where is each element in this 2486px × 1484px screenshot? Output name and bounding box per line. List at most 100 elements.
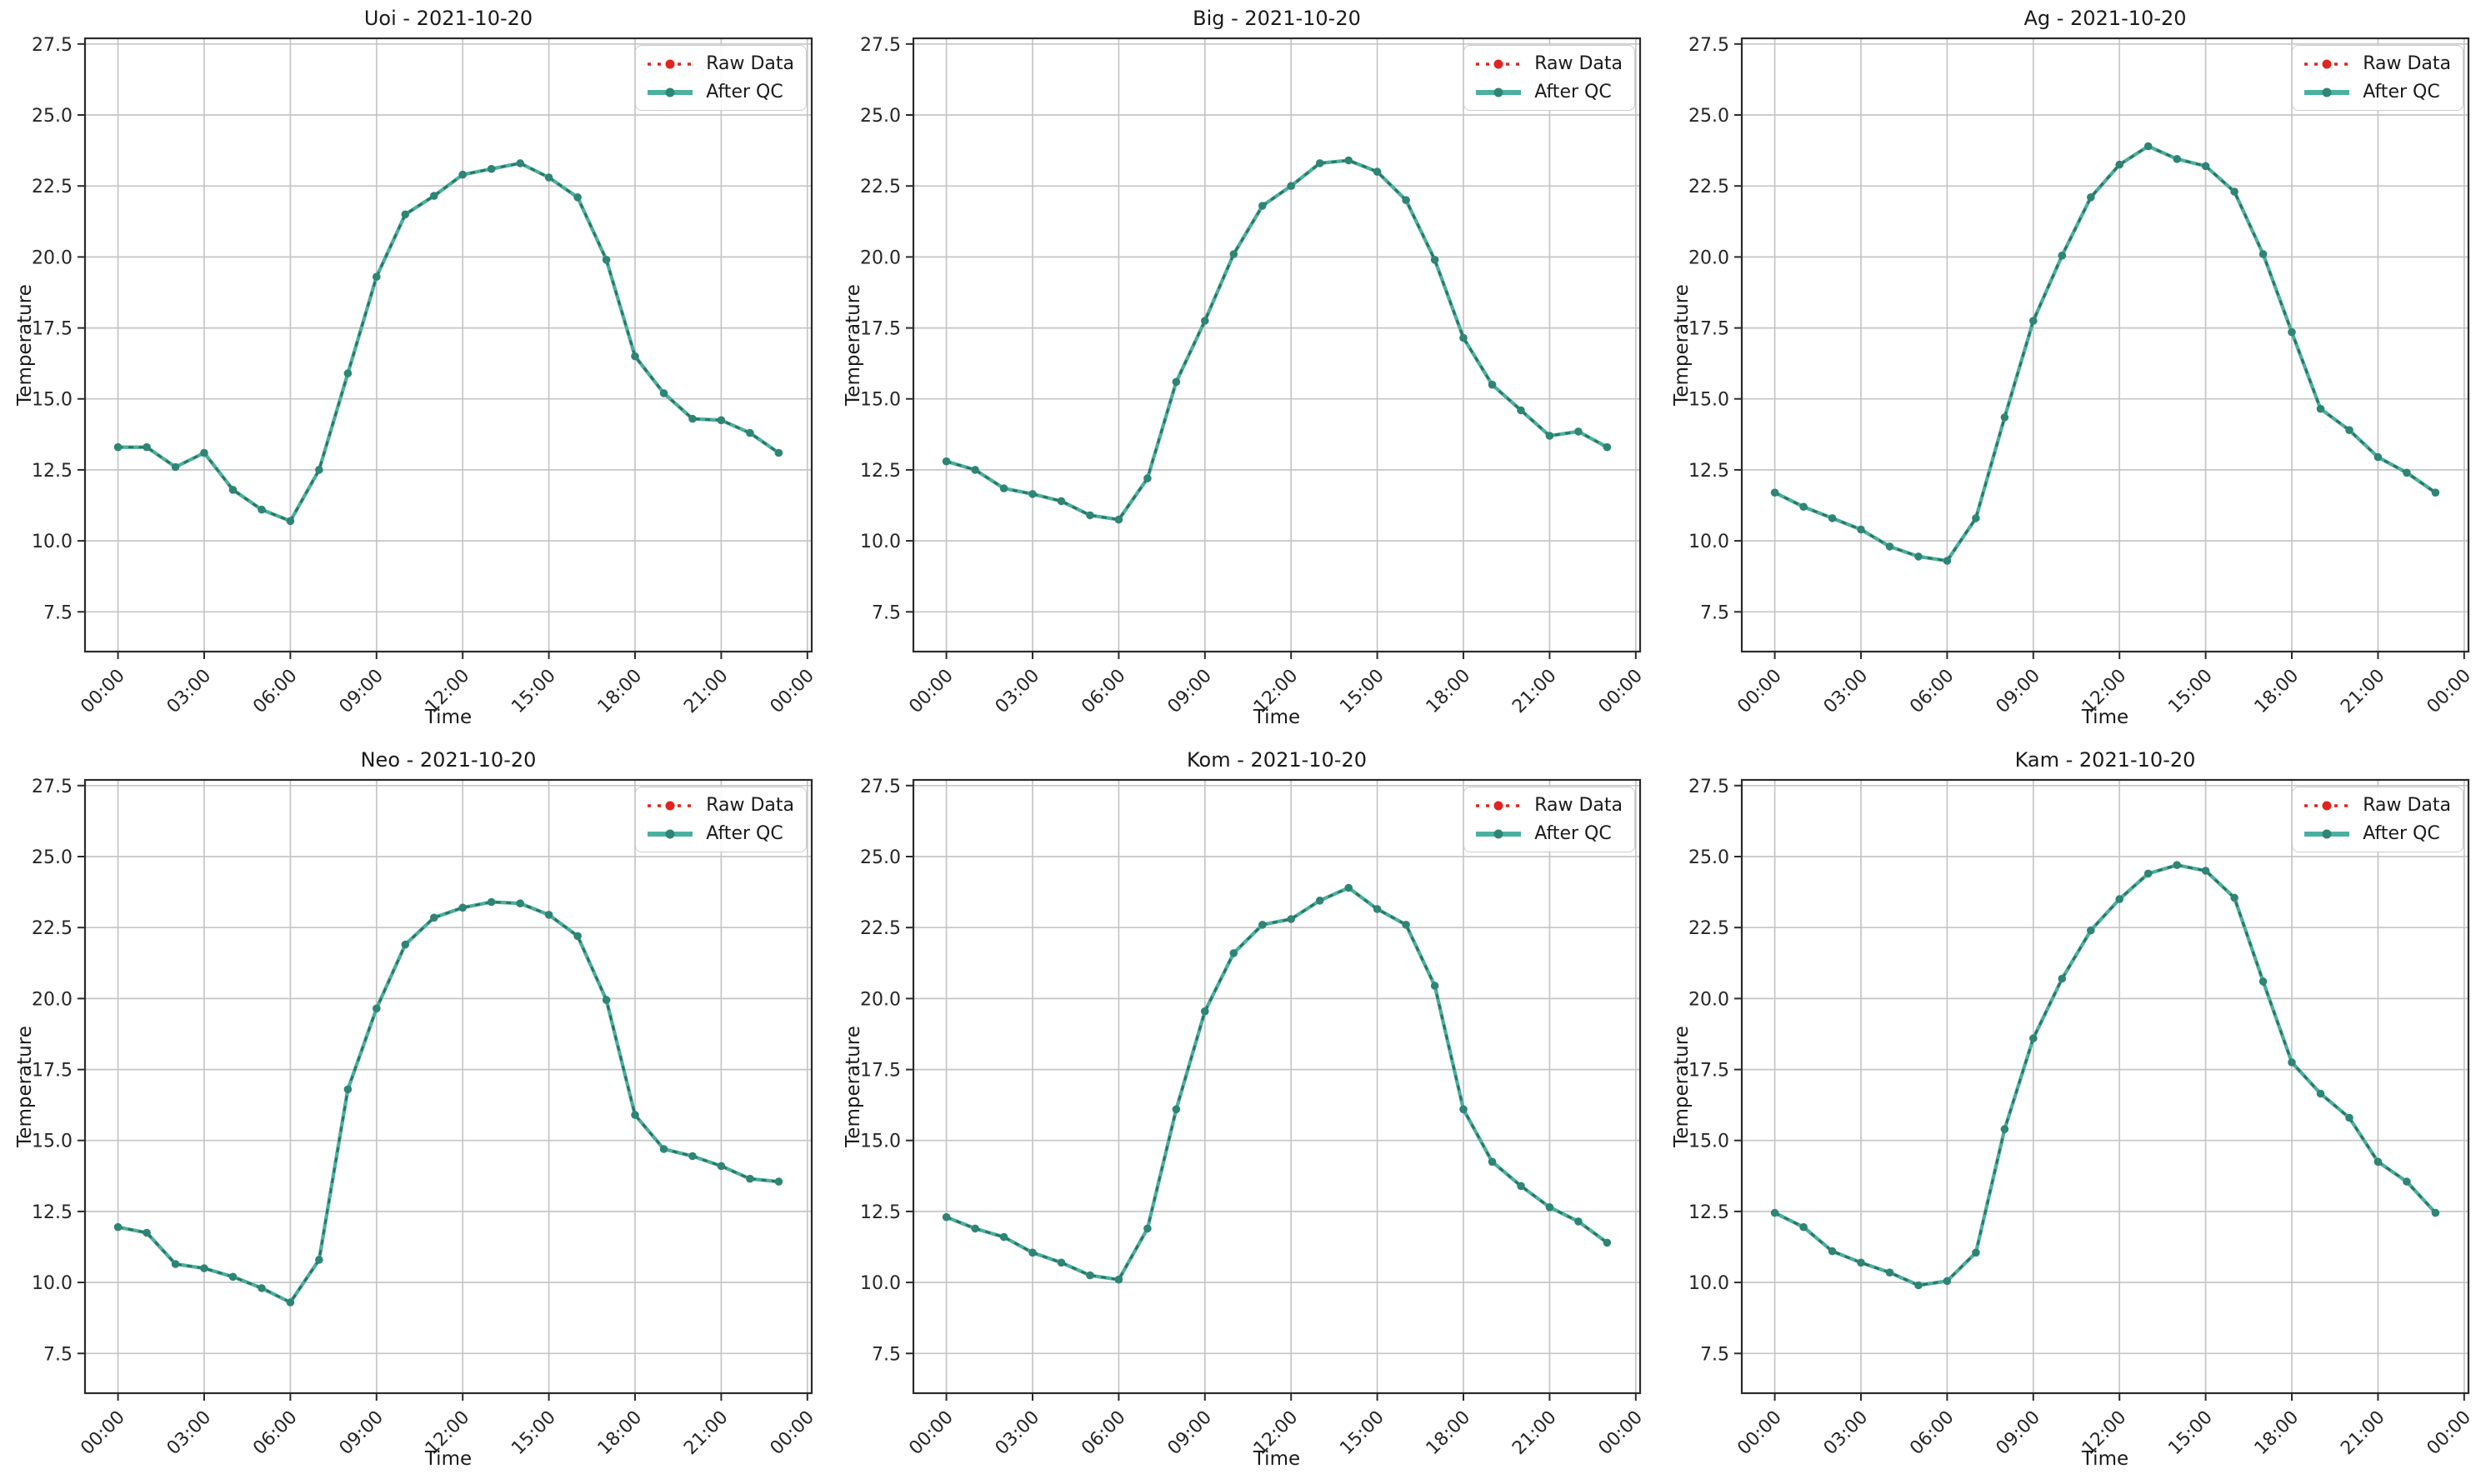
raw-data-swatch-icon bbox=[1474, 799, 1523, 812]
legend-row-raw: Raw Data bbox=[2303, 795, 2451, 816]
after-qc-marker bbox=[458, 903, 467, 912]
after-qc-marker bbox=[1799, 502, 1808, 511]
after-qc-marker bbox=[1258, 921, 1267, 929]
after-qc-marker bbox=[1488, 1157, 1497, 1167]
y-tick-label: 27.5 bbox=[32, 777, 73, 797]
after-qc-marker bbox=[113, 1222, 123, 1232]
after-qc-marker bbox=[1943, 557, 1952, 565]
after-qc-marker bbox=[1770, 1208, 1779, 1217]
after-qc-marker bbox=[942, 457, 951, 466]
y-tick-label: 7.5 bbox=[1700, 602, 1729, 623]
after-qc-marker bbox=[458, 170, 467, 179]
after-qc-marker bbox=[401, 210, 410, 219]
raw-data-line bbox=[946, 886, 1608, 1282]
after-qc-marker bbox=[200, 448, 208, 457]
raw-data-swatch-icon bbox=[646, 57, 694, 71]
y-tick-label: 22.5 bbox=[860, 177, 901, 197]
y-tick-label: 15.0 bbox=[860, 1132, 901, 1152]
y-tick-label: 27.5 bbox=[860, 35, 901, 56]
y-tick-label: 12.5 bbox=[32, 461, 73, 482]
y-tick-label: 25.0 bbox=[1688, 106, 1729, 127]
y-tick-label: 25.0 bbox=[1688, 847, 1729, 868]
after-qc-marker bbox=[258, 505, 266, 514]
y-tick-label: 10.0 bbox=[1688, 532, 1729, 552]
after-qc-marker bbox=[999, 484, 1008, 492]
legend-label-after-qc: After QC bbox=[706, 82, 783, 102]
y-tick-label: 20.0 bbox=[32, 247, 73, 268]
y-tick-label: 7.5 bbox=[872, 602, 901, 623]
y-tick-label: 20.0 bbox=[1688, 247, 1729, 268]
after-qc-marker bbox=[2087, 926, 2095, 935]
after-qc-line bbox=[944, 886, 1609, 1282]
after-qc-marker bbox=[487, 164, 496, 173]
chart-kom: 7.5 10.0 12.5 15.0 17.5 20.0 22.5 25.0 27.5 00:00… bbox=[828, 742, 1657, 1483]
y-tick-label: 20.0 bbox=[860, 989, 901, 1010]
after-qc-marker bbox=[286, 1298, 295, 1307]
after-qc-marker bbox=[2403, 468, 2411, 477]
after-qc-marker bbox=[1086, 1271, 1094, 1280]
plot-frame bbox=[1740, 37, 2470, 653]
after-qc-marker bbox=[2258, 977, 2268, 986]
after-qc-marker bbox=[2373, 452, 2383, 462]
after-qc-marker bbox=[1545, 432, 1554, 440]
after-qc-marker bbox=[1201, 317, 1209, 325]
raw-data-line bbox=[118, 900, 779, 1304]
y-tick-label: 12.5 bbox=[32, 1202, 73, 1223]
chart-title: Uoi - 2021-10-20 bbox=[363, 7, 533, 30]
plot-frame bbox=[912, 778, 1642, 1395]
after-qc-marker bbox=[2316, 1089, 2325, 1098]
y-tick-label: 17.5 bbox=[32, 1061, 73, 1082]
after-qc-marker bbox=[516, 159, 524, 167]
after-qc-marker bbox=[143, 1228, 151, 1237]
after-qc-marker bbox=[2345, 1113, 2353, 1122]
after-qc-marker bbox=[2087, 193, 2095, 202]
chart-title: Ag - 2021-10-20 bbox=[2023, 7, 2187, 30]
legend: Raw Data After QC bbox=[635, 787, 807, 852]
after-qc-marker bbox=[1430, 982, 1439, 990]
after-qc-marker bbox=[774, 448, 783, 457]
y-tick-label: 27.5 bbox=[1688, 35, 1729, 56]
after-qc-marker bbox=[171, 462, 180, 472]
after-qc-marker bbox=[2173, 155, 2181, 163]
y-tick-label: 7.5 bbox=[1700, 1344, 1729, 1365]
y-tick-label: 10.0 bbox=[32, 1273, 73, 1294]
after-qc-marker bbox=[1517, 406, 1525, 415]
legend-label-raw-data: Raw Data bbox=[2363, 795, 2451, 816]
after-qc-marker bbox=[2431, 1208, 2440, 1217]
after-qc-marker bbox=[1943, 1277, 1952, 1286]
legend-row-raw: Raw Data bbox=[1474, 53, 1623, 74]
after-qc-marker bbox=[1430, 256, 1439, 264]
after-qc-line bbox=[944, 158, 1609, 522]
plot-frame bbox=[83, 778, 813, 1395]
after-qc-marker bbox=[1828, 514, 1837, 522]
raw-data-swatch-icon bbox=[2303, 799, 2351, 812]
y-tick-label: 15.0 bbox=[32, 390, 73, 411]
after-qc-marker bbox=[573, 932, 582, 941]
legend: Raw Data After QC bbox=[1463, 787, 1635, 852]
raw-data-line bbox=[946, 158, 1608, 522]
after-qc-marker bbox=[2373, 1157, 2383, 1167]
y-tick-label: 12.5 bbox=[1688, 1202, 1729, 1223]
y-axis-label: Temperature bbox=[1671, 284, 1693, 406]
after-qc-marker bbox=[1287, 182, 1295, 190]
after-qc-marker bbox=[746, 1174, 754, 1183]
after-qc-marker bbox=[1172, 377, 1181, 387]
y-tick-label: 17.5 bbox=[860, 319, 901, 340]
after-qc-dash-overlay bbox=[946, 887, 1608, 1282]
after-qc-marker bbox=[2345, 426, 2353, 434]
y-tick-label: 7.5 bbox=[872, 1344, 901, 1365]
y-tick-label: 20.0 bbox=[1688, 989, 1729, 1010]
y-tick-label: 10.0 bbox=[32, 532, 73, 552]
y-tick-label: 17.5 bbox=[860, 1061, 901, 1082]
after-qc-marker bbox=[1972, 514, 1980, 522]
after-qc-swatch-icon bbox=[2303, 86, 2351, 99]
y-axis-label: Temperature bbox=[14, 284, 36, 406]
after-qc-marker bbox=[971, 1224, 979, 1233]
after-qc-marker bbox=[1459, 333, 1468, 342]
after-qc-marker bbox=[2115, 160, 2123, 169]
y-tick-label: 22.5 bbox=[32, 918, 73, 939]
y-tick-label: 20.0 bbox=[860, 247, 901, 268]
after-qc-dash-overlay bbox=[946, 159, 1608, 521]
legend-label-raw-data: Raw Data bbox=[1534, 795, 1623, 816]
after-qc-marker bbox=[717, 416, 726, 425]
